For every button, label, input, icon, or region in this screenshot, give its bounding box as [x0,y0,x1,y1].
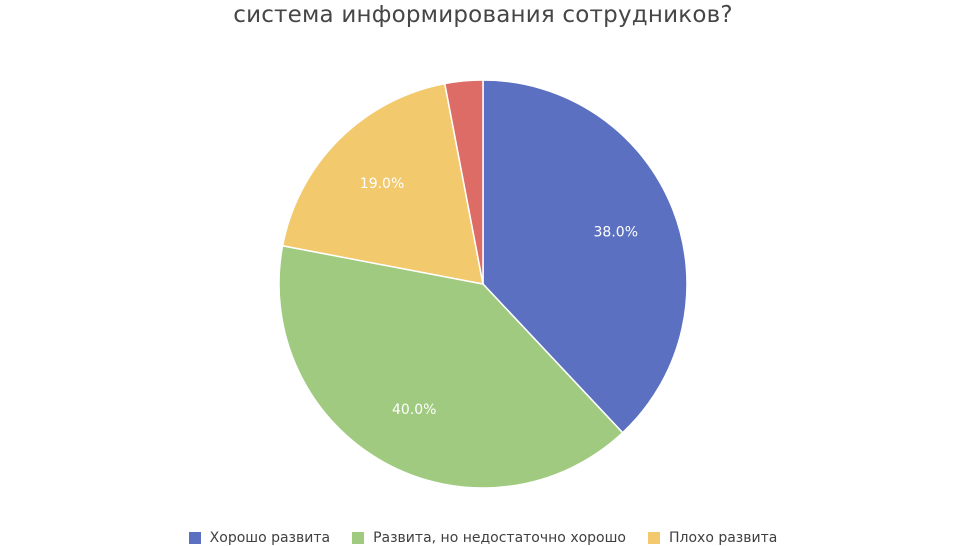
legend-label: Хорошо развита [209,530,331,546]
legend-item-good[interactable]: Хорошо развита [188,530,331,546]
legend-swatch [352,532,365,544]
legend-item-poor[interactable]: Плохо развита [648,530,777,546]
legend-swatch [188,532,201,544]
pie-slice[interactable] [278,244,624,489]
legend-item-partial[interactable]: Развита, но недостаточно хорошо [352,530,626,546]
pie-slices [278,79,688,489]
legend: Хорошо развита Развита, но недостаточно … [0,530,966,546]
pie-chart: 38.0% 40.0% 19.0% [278,79,688,489]
pie-slice[interactable] [482,79,688,434]
legend-swatch [648,532,660,544]
legend-label: Плохо развита [669,530,778,546]
pie-slice[interactable] [281,82,484,285]
slice-data-label: 40.0% [392,402,436,418]
pie-slice[interactable] [443,79,484,285]
legend-label: Развита, но недостаточно хорошо [373,530,626,546]
chart-title: система информирования сотрудников? [233,2,733,28]
slice-data-label: 38.0% [594,224,638,240]
pie-labels: 38.0% 40.0% 19.0% [360,176,638,418]
slice-data-label: 19.0% [360,176,404,192]
